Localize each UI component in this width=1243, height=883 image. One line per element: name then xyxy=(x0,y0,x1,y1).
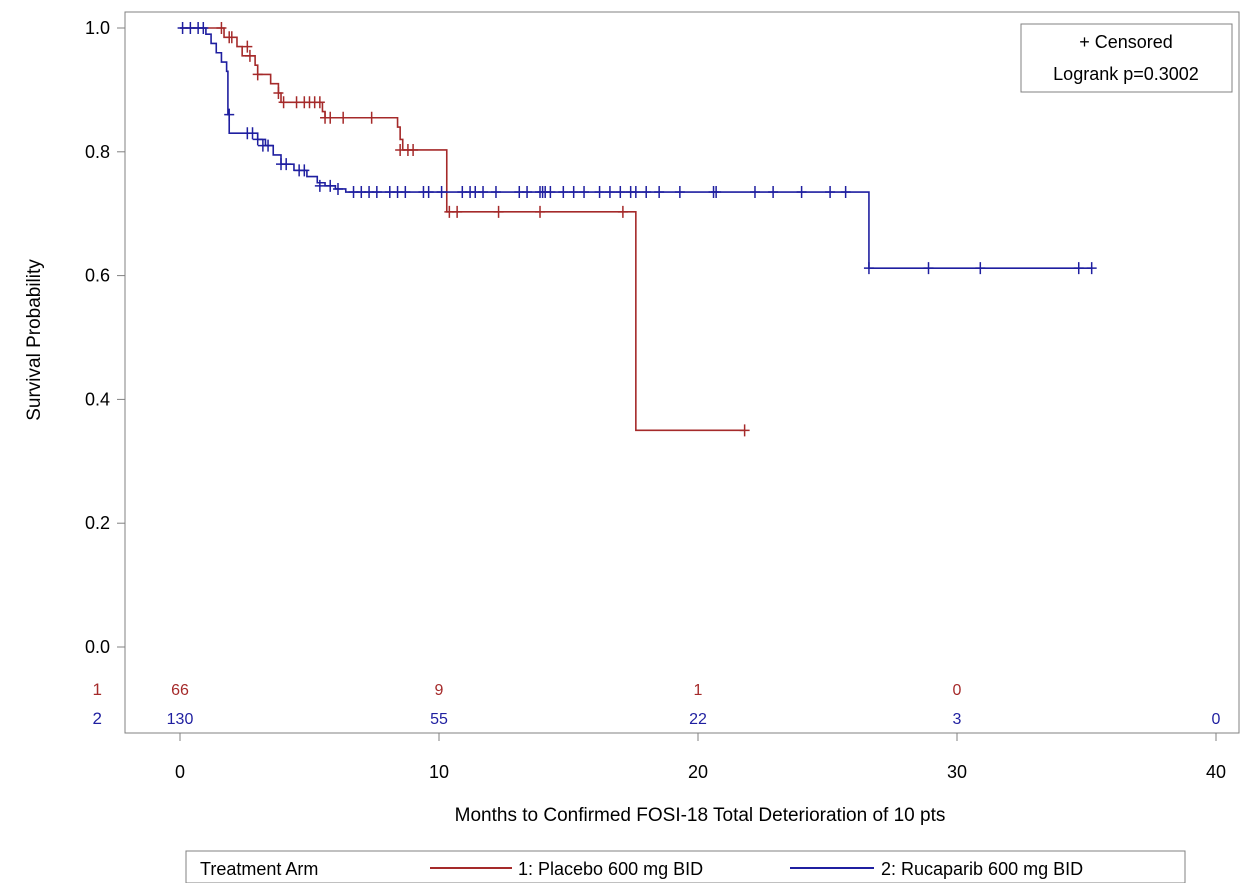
x-tick-label: 0 xyxy=(175,762,185,782)
at-risk-count: 130 xyxy=(167,711,194,728)
axes: 0 10 20 30 400.00.20.40.60.81.0 xyxy=(85,18,1226,782)
censor-mark-1 xyxy=(493,205,504,218)
at-risk-count: 1 xyxy=(694,682,703,699)
x-tick-label: 40 xyxy=(1206,762,1226,782)
censor-mark-2 xyxy=(247,127,258,140)
censor-mark-1 xyxy=(242,40,253,53)
x-axis-label: Months to Confirmed FOSI-18 Total Deteri… xyxy=(455,805,946,826)
censor-mark-2 xyxy=(568,186,579,199)
at-risk-count: 3 xyxy=(953,711,962,728)
at-risk-count: 0 xyxy=(1212,711,1221,728)
y-tick-label: 0.2 xyxy=(85,513,110,533)
censor-mark-1 xyxy=(408,143,419,156)
censor-mark-2 xyxy=(545,186,556,199)
legend-title: Treatment Arm xyxy=(200,859,318,879)
censor-mark-2 xyxy=(490,186,501,199)
censor-mark-2 xyxy=(522,186,533,199)
y-tick-label: 1.0 xyxy=(85,18,110,38)
censor-mark-2 xyxy=(325,179,336,192)
censor-mark-2 xyxy=(840,186,851,199)
censor-mark-2 xyxy=(371,186,382,199)
x-tick-label: 30 xyxy=(947,762,967,782)
y-tick-label: 0.6 xyxy=(85,266,110,286)
censor-mark-2 xyxy=(923,262,934,275)
legend-label-rucaparib: 2: Rucaparib 600 mg BID xyxy=(881,859,1083,879)
censor-mark-2 xyxy=(796,186,807,199)
censor-mark-2 xyxy=(400,186,411,199)
censor-mark-2 xyxy=(768,186,779,199)
series-1-curve xyxy=(180,27,745,432)
at-risk-row-label: 1 xyxy=(93,680,102,699)
censor-mark-2 xyxy=(558,186,569,199)
censor-mark-2 xyxy=(674,186,685,199)
censor-mark-1 xyxy=(314,96,325,109)
censor-mark-2 xyxy=(332,182,343,195)
censor-mark-2 xyxy=(1073,262,1084,275)
at-risk-count: 22 xyxy=(689,711,707,728)
at-risk-table: 1 66 9 1 0 2 130 55 22 3 0 xyxy=(93,680,1221,728)
censor-mark-1 xyxy=(338,111,349,124)
censor-mark-1 xyxy=(452,205,463,218)
inset-box: + Censored Logrank p=0.3002 xyxy=(1020,23,1233,93)
series-layer xyxy=(177,22,1097,437)
censor-mark-2 xyxy=(711,186,722,199)
censor-mark-1 xyxy=(226,31,237,44)
at-risk-count: 0 xyxy=(953,682,962,699)
at-risk-count: 55 xyxy=(430,711,448,728)
at-risk-count: 9 xyxy=(435,682,444,699)
censor-mark-2 xyxy=(615,186,626,199)
censor-mark-2 xyxy=(604,186,615,199)
censor-mark-1 xyxy=(366,111,377,124)
censor-mark-1 xyxy=(325,111,336,124)
series-2-curve xyxy=(180,27,1092,269)
censor-mark-2 xyxy=(224,108,235,121)
y-tick-label: 0.8 xyxy=(85,142,110,162)
censor-mark-2 xyxy=(478,186,489,199)
plot-frame xyxy=(124,11,1240,734)
censor-mark-2 xyxy=(198,22,209,34)
censor-mark-2 xyxy=(579,186,590,199)
censor-mark-2 xyxy=(975,262,986,275)
censor-mark-2 xyxy=(263,139,274,152)
censored-label: + Censored xyxy=(1079,32,1173,52)
x-tick-label: 10 xyxy=(429,762,449,782)
censor-mark-2 xyxy=(654,186,665,199)
censor-mark-1 xyxy=(252,68,263,81)
censor-mark-2 xyxy=(863,262,874,275)
censor-mark-2 xyxy=(749,186,760,199)
logrank-label: Logrank p=0.3002 xyxy=(1053,64,1199,84)
y-tick-label: 0.4 xyxy=(85,389,110,409)
censor-mark-1 xyxy=(244,49,255,62)
censor-mark-2 xyxy=(825,186,836,199)
at-risk-row-label: 2 xyxy=(93,709,102,728)
censor-mark-2 xyxy=(1086,262,1097,275)
censor-mark-1 xyxy=(216,22,227,34)
censor-mark-2 xyxy=(641,186,652,199)
censor-mark-1 xyxy=(739,424,750,437)
x-tick-label: 20 xyxy=(688,762,708,782)
censor-mark-1 xyxy=(278,96,289,109)
censor-mark-2 xyxy=(252,133,263,146)
at-risk-count: 66 xyxy=(171,682,189,699)
censor-mark-2 xyxy=(281,158,292,171)
censor-mark-2 xyxy=(299,164,310,177)
censor-mark-2 xyxy=(436,186,447,199)
legend: Treatment Arm 1: Placebo 600 mg BID 2: R… xyxy=(185,850,1186,883)
y-tick-label: 0.0 xyxy=(85,637,110,657)
legend-frame xyxy=(185,850,1186,883)
censor-mark-2 xyxy=(594,186,605,199)
censor-mark-1 xyxy=(273,86,284,99)
censor-mark-2 xyxy=(423,186,434,199)
censor-mark-1 xyxy=(617,205,628,218)
legend-label-placebo: 1: Placebo 600 mg BID xyxy=(518,859,703,879)
censor-mark-2 xyxy=(314,179,325,192)
y-axis-label: Survival Probability xyxy=(24,259,45,421)
inset-frame xyxy=(1020,23,1233,93)
censor-mark-1 xyxy=(535,205,546,218)
censor-mark-2 xyxy=(630,186,641,199)
